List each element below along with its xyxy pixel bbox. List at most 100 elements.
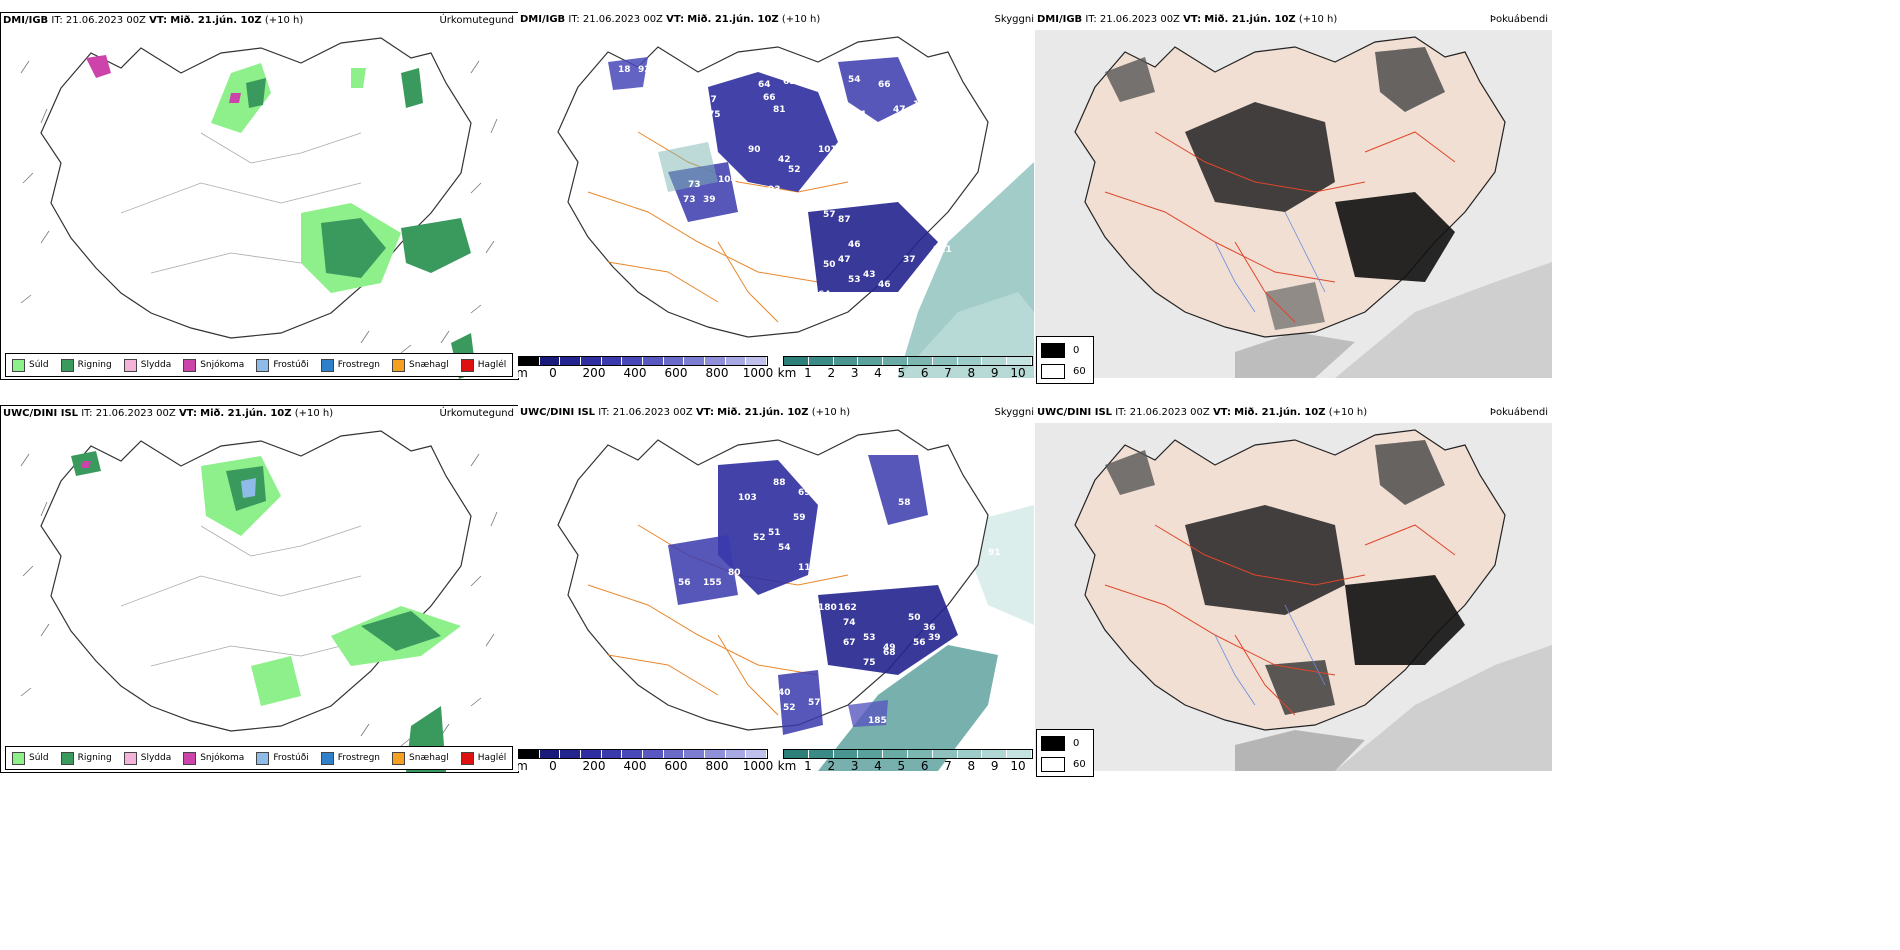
cbar-unit: m — [518, 366, 528, 378]
visibility-number: 62 — [758, 225, 771, 235]
visibility-number: 58 — [898, 498, 911, 508]
visibility-number: 59 — [793, 513, 806, 523]
cbar-unit: km — [777, 759, 797, 771]
cbar-tick-label: 200 — [582, 366, 606, 378]
it-label: IT: — [51, 15, 63, 26]
legend-item: Haglél — [460, 751, 506, 765]
vt-label: VT: — [178, 408, 197, 419]
visibility-number: 69 — [798, 488, 811, 498]
cbar-tick-label: 3 — [850, 366, 859, 378]
visibility-number: 53 — [863, 633, 876, 643]
lead-time: (+10 h) — [264, 15, 304, 26]
cbar-swatch — [663, 357, 685, 365]
initial-time: 21.06.2023 00Z — [1129, 407, 1210, 418]
cbar-km-swatches — [783, 749, 1033, 759]
visibility-number: 57 — [823, 210, 836, 220]
cbar-swatch — [581, 357, 602, 365]
cbar-tick-label: 0 — [549, 366, 557, 378]
visibility-number: 67 — [843, 638, 856, 648]
visibility-number: 93 — [768, 185, 781, 195]
visibility-number: 50 — [908, 613, 921, 623]
visibility-number: 56 — [913, 638, 926, 648]
visibility-number: 47 — [893, 105, 906, 115]
visibility-number: 52 — [788, 165, 801, 175]
legend-item: Rigning — [60, 358, 112, 372]
visibility-colorbar-km: km 1 2 3 4 5 6 7 8 9 10 — [778, 356, 1033, 378]
cbar-swatch — [560, 750, 582, 758]
vt-label: VT: — [1212, 407, 1231, 418]
cbar-swatch — [643, 750, 664, 758]
visibility-number: 74 — [843, 618, 856, 628]
visibility-number: 104 — [718, 175, 737, 185]
cbar-tick-label: 1000 — [742, 759, 774, 771]
visibility-number: 18 — [618, 65, 631, 75]
cbar-tick-label: 7 — [944, 366, 952, 378]
cbar-m-swatches — [518, 356, 768, 366]
legend-item: Snæhagl — [392, 358, 449, 372]
visibility-number: 73 — [688, 180, 701, 190]
cbar-swatch — [957, 750, 983, 758]
cbar-swatch — [784, 750, 809, 758]
visibility-number: 49 — [883, 643, 896, 653]
cbar-tick-label: 6 — [920, 759, 929, 771]
precip-panel-bottom: UWC/DINI ISL IT: 21.06.2023 00Z VT: Mið.… — [0, 405, 519, 773]
initial-time: 21.06.2023 00Z — [65, 15, 146, 26]
cbar-swatch — [725, 750, 747, 758]
panel-header: DMI/IGB IT: 21.06.2023 00Z VT: Mið. 21.j… — [520, 14, 820, 25]
visibility-number: 90 — [748, 145, 761, 155]
fog-legend-top: 0 60 — [1036, 336, 1094, 384]
cbar-tick-label: 5 — [897, 759, 906, 771]
panel-header: UWC/DINI ISL IT: 21.06.2023 00Z VT: Mið.… — [3, 408, 333, 419]
cbar-swatch — [705, 750, 726, 758]
cbar-swatch — [519, 357, 540, 365]
legend-item: Slydda — [123, 751, 171, 765]
fog-map — [1035, 30, 1552, 378]
cbar-swatch — [539, 357, 561, 365]
panel-header: DMI/IGB IT: 21.06.2023 00Z VT: Mið. 21.j… — [3, 15, 303, 26]
cbar-swatch — [858, 750, 884, 758]
cbar-tick-label: 6 — [920, 366, 929, 378]
visibility-number: 50 — [823, 260, 836, 270]
visibility-number: 39 — [703, 195, 716, 205]
visibility-number: 53 — [848, 275, 861, 285]
cbar-m-labels: m 0 200 400 600 800 1000 — [518, 759, 773, 771]
precip-areas — [86, 55, 476, 379]
cbar-swatch — [622, 357, 644, 365]
cbar-tick-label: 5 — [897, 366, 906, 378]
valid-time: Mið. 21.jún. 10Z — [200, 408, 292, 419]
visibility-number: 87 — [838, 215, 851, 225]
legend-item: Slydda — [123, 358, 171, 372]
cbar-swatch — [932, 750, 958, 758]
cbar-tick-label: 8 — [967, 366, 976, 378]
legend-item: Frostúði — [256, 751, 309, 765]
valid-time: Mið. 21.jún. 10Z — [170, 15, 262, 26]
cbar-swatch — [601, 357, 623, 365]
cbar-tick-label: 3 — [850, 759, 859, 771]
visibility-number: 117 — [758, 205, 777, 215]
cbar-swatch — [684, 750, 706, 758]
low-visibility-areas — [668, 455, 958, 735]
cbar-tick-label: 1 — [804, 366, 812, 378]
cbar-swatch — [808, 357, 834, 365]
visibility-number: 37 — [903, 255, 916, 265]
panel-title: Þokuábendi — [1489, 407, 1548, 418]
legend-item: Frostregn — [320, 358, 380, 372]
visibility-number: 75 — [708, 110, 721, 120]
visibility-number: 46 — [878, 280, 891, 290]
precip-areas — [71, 451, 461, 772]
visibility-number: 66 — [763, 93, 776, 103]
it-label: IT: — [81, 408, 93, 419]
visibility-panel-top: DMI/IGB IT: 21.06.2023 00Z VT: Mið. 21.j… — [518, 12, 1034, 378]
cbar-swatch — [746, 357, 768, 365]
cbar-swatch — [684, 357, 706, 365]
visibility-number: 92 — [638, 65, 651, 75]
visibility-number: 86 — [803, 80, 816, 90]
fog-map — [1035, 423, 1552, 771]
visibility-number: 62 — [893, 115, 906, 125]
visibility-number: 64 — [718, 220, 731, 230]
vt-label: VT: — [1183, 14, 1202, 25]
visibility-number: 101 — [848, 110, 867, 120]
it-label: IT: — [598, 407, 610, 418]
cbar-swatch — [1007, 357, 1032, 365]
